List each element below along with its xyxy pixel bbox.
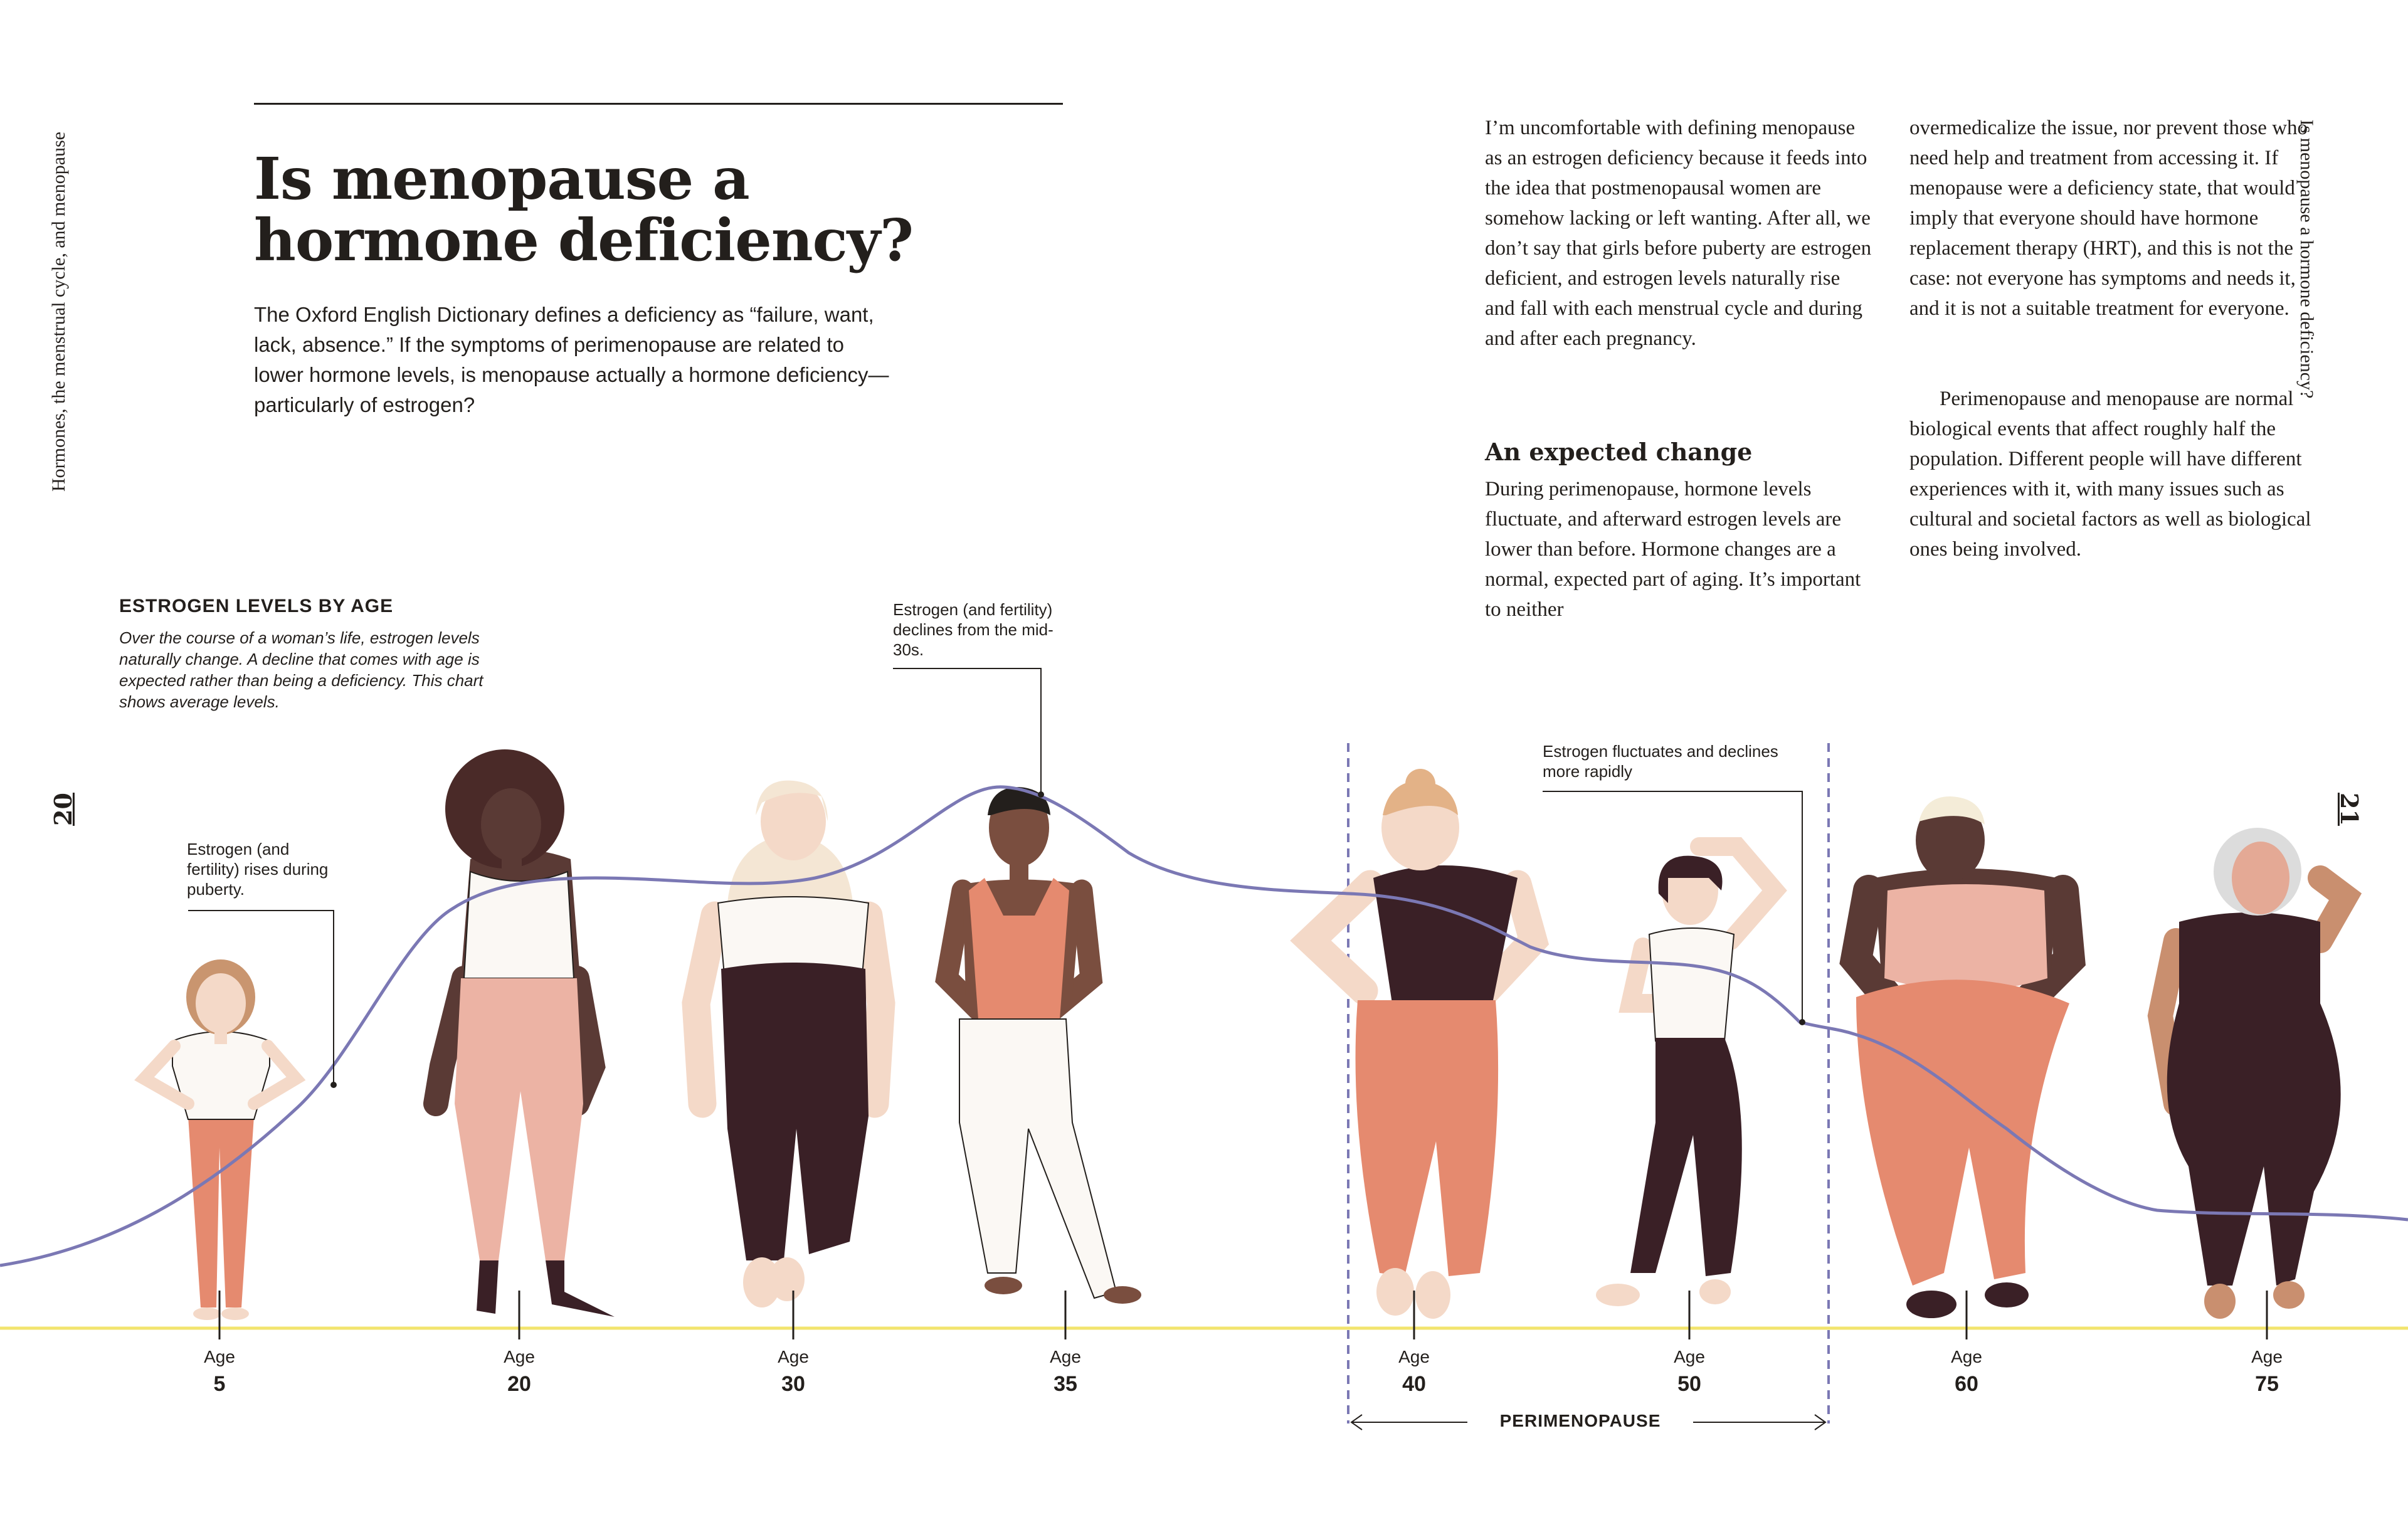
figure-age-50 — [1596, 837, 1787, 1306]
callout-peri-leader — [1543, 791, 1803, 1022]
arrow-left-icon — [1350, 1414, 1363, 1430]
title-rule — [254, 103, 1063, 105]
title-line-1: Is menopause a — [254, 145, 750, 213]
estrogen-level-line — [0, 785, 2408, 1267]
callout-peri-dot — [1799, 1019, 1805, 1025]
callout-mid30s-dot — [1038, 791, 1044, 798]
age-ticks — [218, 1291, 2268, 1339]
callout-puberty-leader — [188, 910, 334, 1085]
age-label-20: Age — [504, 1347, 535, 1366]
callout-puberty-dot — [330, 1082, 337, 1088]
callout-mid30s: Estrogen (and fertility) declines from t… — [893, 600, 1054, 659]
callout-mid30s-leader — [893, 668, 1042, 795]
figure-age-60 — [1839, 796, 2086, 1318]
age-value-30: 30 — [781, 1372, 805, 1396]
age-label-35: Age — [1050, 1347, 1081, 1366]
age-label-60: Age — [1951, 1347, 1982, 1366]
age-label-30: Age — [778, 1347, 809, 1366]
age-value-20: 20 — [507, 1372, 531, 1396]
page-title: Is menopause a hormone deficiency? — [254, 148, 1069, 271]
subhead-expected-change: An expected change — [1485, 438, 1753, 466]
body-col1-para1: I’m uncomfortable with defining menopaus… — [1485, 117, 1872, 350]
chart-note: Over the course of a woman’s life, estro… — [119, 628, 483, 711]
age-label-75: Age — [2251, 1347, 2283, 1366]
age-value-50: 50 — [1677, 1372, 1701, 1396]
body-col2-para2: Perimenopause and menopause are normal b… — [1909, 388, 2311, 561]
age-value-40: 40 — [1402, 1372, 1426, 1396]
callout-perimenopause: Estrogen fluctuates and declines more ra… — [1543, 742, 1778, 781]
body-col1-para2: During perimenopause, hormone levels flu… — [1485, 478, 1861, 621]
figure-age-20 — [423, 749, 615, 1317]
age-label-40: Age — [1398, 1347, 1430, 1366]
intro-paragraph: The Oxford English Dictionary defines a … — [254, 303, 889, 416]
chart-heading: ESTROGEN LEVELS BY AGE — [119, 596, 394, 616]
body-col2-para1: overmedicalize the issue, nor prevent th… — [1909, 117, 2308, 320]
figure-age-5 — [134, 959, 306, 1320]
callout-puberty: Estrogen (and fertility) rises during pu… — [187, 840, 329, 899]
title-line-2: hormone deficiency? — [254, 206, 914, 274]
age-value-5: 5 — [213, 1372, 226, 1396]
perimenopause-label: PERIMENOPAUSE — [1467, 1411, 1693, 1431]
figure-age-35 — [935, 787, 1141, 1304]
figure-age-30 — [682, 780, 895, 1307]
age-value-35: 35 — [1054, 1372, 1077, 1396]
age-value-60: 60 — [1955, 1372, 1978, 1396]
age-value-75: 75 — [2255, 1372, 2279, 1396]
figure-age-40 — [1290, 769, 1550, 1319]
age-label-50: Age — [1674, 1347, 1705, 1366]
age-label-5: Age — [204, 1347, 235, 1366]
figure-age-75 — [2147, 828, 2362, 1319]
arrow-right-icon — [1814, 1414, 1827, 1430]
